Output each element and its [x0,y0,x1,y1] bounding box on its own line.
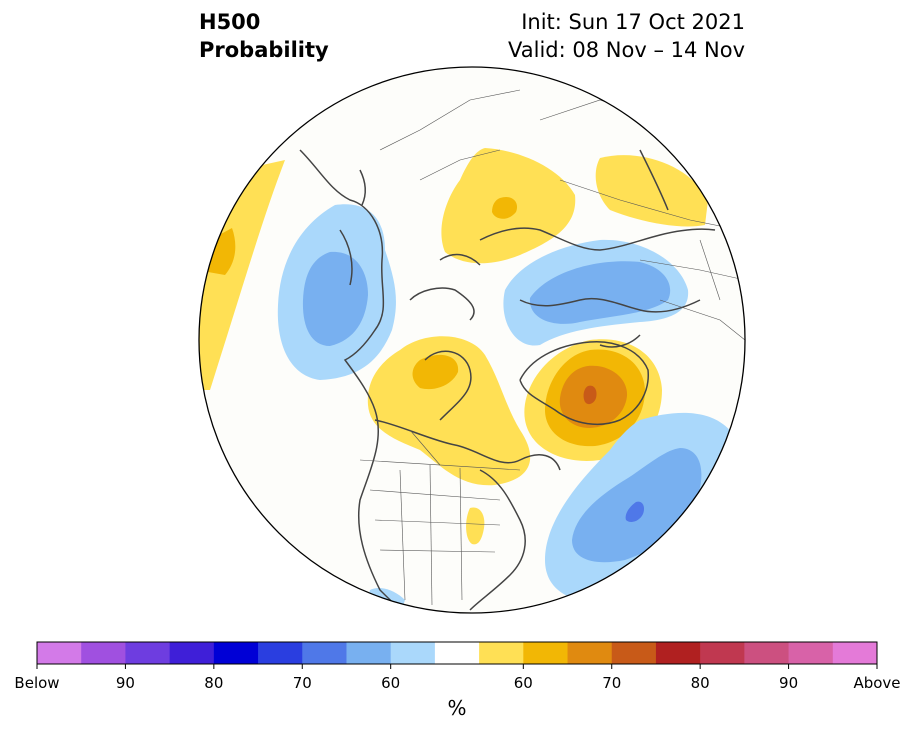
colorbar-cell [788,642,834,664]
colorbar-tick-label: 70 [292,674,312,692]
colorbar-tick-label: 80 [204,674,224,692]
colorbar-cell [700,642,745,664]
colorbar-cell [744,642,790,664]
colorbar-tick-label: 90 [779,674,799,692]
colorbar-tick-label: 60 [381,674,401,692]
colorbar-cell [479,642,524,664]
colorbar-tick-label: 70 [602,674,622,692]
colorbar-cell [611,642,657,664]
colorbar-cell [832,642,878,664]
anomaly-above-siberia-core [492,196,518,219]
colorbar-cell [434,642,480,664]
colorbar-cell [37,642,82,664]
colorbar-cell [390,642,436,664]
colorbar-tick-label: Below [14,674,60,692]
colorbar-cell [346,642,392,664]
colorbar-cell [302,642,347,664]
colorbar-cell [169,642,215,664]
colorbar-tick-label: 80 [690,674,710,692]
colorbar-frame [36,641,878,665]
anomaly-above-scandinavia [595,155,708,227]
polar-map [198,66,746,614]
colorbar-cell [258,642,303,664]
anomaly-above-canada-core [412,354,459,390]
colorbar-cell [125,642,171,664]
anomaly-above-greenland-80 [583,385,597,405]
colorbar-tick-label: 60 [513,674,533,692]
colorbar-unit: % [447,696,467,720]
valid-range: Valid: 08 Nov – 14 Nov [508,38,745,62]
colorbar-cell [81,642,126,664]
colorbar-cells [37,642,878,664]
colorbar-cell [213,642,259,664]
title-block-right: Init: Sun 17 Oct 2021 Valid: 08 Nov – 14… [508,8,745,64]
title-block-left: H500 Probability [199,8,329,64]
map-boundary [198,66,746,614]
init-date: Init: Sun 17 Oct 2021 [521,10,745,34]
colorbar-cell [567,642,613,664]
colorbar-cell [655,642,701,664]
anomaly-above-greatlakes [466,507,485,545]
colorbar-tick-label: 90 [115,674,135,692]
anomaly-below-atlantic-70 [625,501,645,522]
product-title: Probability [199,38,329,62]
variable-title: H500 [199,10,261,34]
colorbar-ticks [36,664,878,669]
colorbar-cell [523,642,569,664]
colorbar-tick-label: Above [853,674,901,692]
